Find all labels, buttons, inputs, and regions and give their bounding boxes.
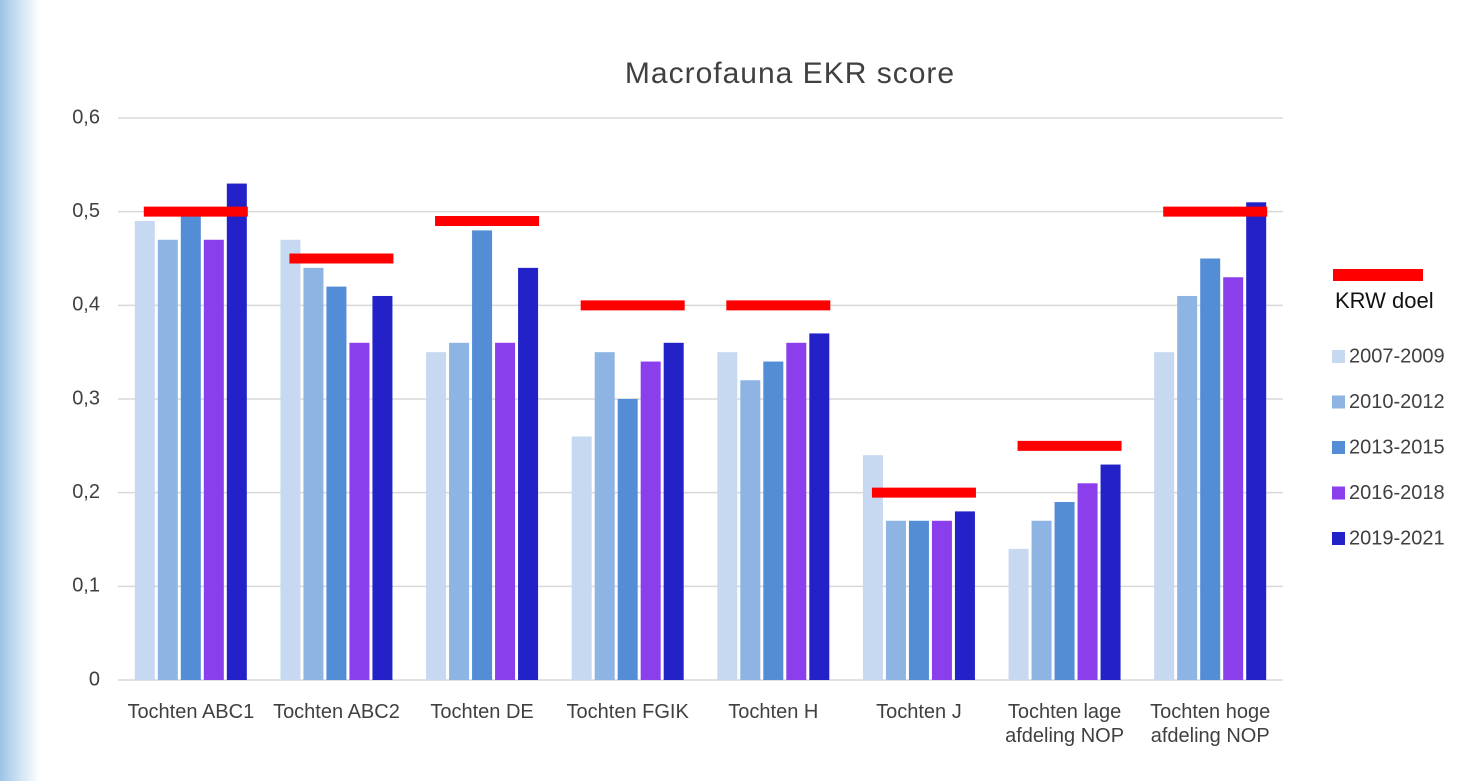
bar bbox=[717, 352, 737, 680]
x-tick-label: Tochten ABC1 bbox=[126, 700, 256, 724]
x-tick-label: Tochten H bbox=[708, 700, 838, 724]
bar bbox=[932, 521, 952, 680]
bar bbox=[449, 343, 469, 680]
bar bbox=[1032, 521, 1052, 680]
bar bbox=[641, 362, 661, 680]
legend-swatch bbox=[1332, 350, 1345, 363]
bar bbox=[1055, 502, 1075, 680]
bar bbox=[909, 521, 929, 680]
bar bbox=[1009, 549, 1029, 680]
bar bbox=[572, 436, 592, 680]
legend-label: 2007-2009 bbox=[1349, 345, 1445, 367]
bar bbox=[1101, 465, 1121, 680]
bar bbox=[1154, 352, 1174, 680]
bar bbox=[135, 221, 155, 680]
page: Macrofauna EKR score 0 0,1 0,2 0,3 0,4 0,5 0,6… bbox=[0, 0, 1468, 781]
bar bbox=[204, 240, 224, 680]
bar bbox=[326, 287, 346, 680]
bar bbox=[227, 184, 247, 680]
legend-label: 2010-2012 bbox=[1349, 391, 1445, 413]
bar bbox=[886, 521, 906, 680]
bar bbox=[955, 511, 975, 680]
bar bbox=[1223, 277, 1243, 680]
legend-label: KRW doel bbox=[1335, 288, 1434, 313]
bar bbox=[426, 352, 446, 680]
bar bbox=[158, 240, 178, 680]
bar bbox=[349, 343, 369, 680]
bar bbox=[786, 343, 806, 680]
bar bbox=[1200, 259, 1220, 681]
bar bbox=[303, 268, 323, 680]
chart-title: Macrofauna EKR score bbox=[625, 57, 955, 90]
y-tick-label: 0 bbox=[89, 668, 100, 690]
bar bbox=[495, 343, 515, 680]
y-tick-label: 0,4 bbox=[72, 294, 100, 316]
bar bbox=[280, 240, 300, 680]
x-tick-label: Tochten DE bbox=[417, 700, 547, 724]
legend-swatch bbox=[1332, 532, 1345, 545]
bar bbox=[1078, 483, 1098, 680]
bar bbox=[763, 362, 783, 680]
bar bbox=[1246, 202, 1266, 680]
x-tick-label: Tochten lage afdeling NOP bbox=[1000, 700, 1130, 748]
y-tick-label: 0,3 bbox=[72, 387, 100, 409]
bar bbox=[518, 268, 538, 680]
legend-label: 2016-2018 bbox=[1349, 482, 1445, 504]
x-tick-label: Tochten ABC2 bbox=[271, 700, 401, 724]
bar bbox=[618, 399, 638, 680]
x-tick-label: Tochten J bbox=[854, 700, 984, 724]
legend-swatch bbox=[1332, 487, 1345, 500]
legend-swatch bbox=[1332, 396, 1345, 409]
bar bbox=[664, 343, 684, 680]
bar bbox=[372, 296, 392, 680]
x-tick-label: Tochten hoge afdeling NOP bbox=[1145, 700, 1275, 748]
bar bbox=[595, 352, 615, 680]
y-tick-label: 0,2 bbox=[72, 481, 100, 503]
bar bbox=[181, 212, 201, 680]
y-tick-label: 0,5 bbox=[72, 200, 100, 222]
legend-swatch bbox=[1332, 441, 1345, 454]
bar bbox=[1177, 296, 1197, 680]
x-tick-label: Tochten FGIK bbox=[563, 700, 693, 724]
bar bbox=[472, 230, 492, 680]
legend-label: 2019-2021 bbox=[1349, 527, 1445, 549]
legend-target-swatch bbox=[1333, 269, 1423, 281]
legend-label: 2013-2015 bbox=[1349, 436, 1445, 458]
y-tick-label: 0,6 bbox=[72, 106, 100, 128]
bar bbox=[809, 333, 829, 680]
chart: Macrofauna EKR score 0 0,1 0,2 0,3 0,4 0,5 0,6… bbox=[0, 0, 1468, 781]
y-tick-label: 0,1 bbox=[72, 575, 100, 597]
bar bbox=[740, 380, 760, 680]
